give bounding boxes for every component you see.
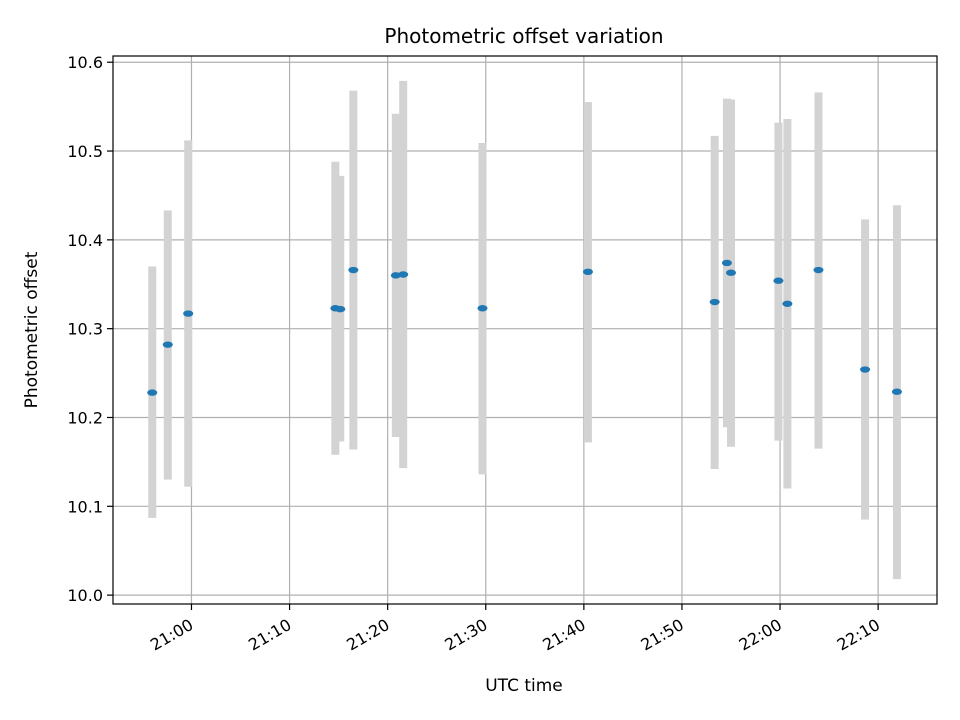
plot-frame [112,55,938,605]
data-point [162,341,173,348]
data-point [721,259,732,267]
data-point [709,298,720,306]
data-point [773,277,784,284]
data-point [335,305,346,313]
data-point [582,268,593,276]
data-point [860,366,871,373]
y-tick-label: 10.5 [67,142,103,161]
data-point [891,388,902,395]
y-axis-title: Photometric offset [22,251,42,408]
y-axis: 10.0 10.1 10.2 10.3 10.4 10.5 10.6 [67,53,113,605]
data-point [477,305,488,312]
data-point [348,266,359,274]
x-axis-title: UTC time [485,676,563,696]
data-point [813,266,824,274]
y-tick-label: 10.0 [67,586,103,605]
y-tick-label: 10.2 [67,408,103,427]
y-tick-label: 10.1 [67,497,103,516]
y-tick-label: 10.6 [67,53,103,72]
y-tick-label: 10.4 [67,231,103,250]
y-tick-label: 10.3 [67,320,103,339]
data-point [183,310,194,317]
data-point [726,269,736,276]
chart-title: Photometric offset variation [384,24,663,48]
data-point [782,300,793,307]
data-point [398,271,409,278]
data-markers [147,259,902,396]
data-point [147,389,158,396]
